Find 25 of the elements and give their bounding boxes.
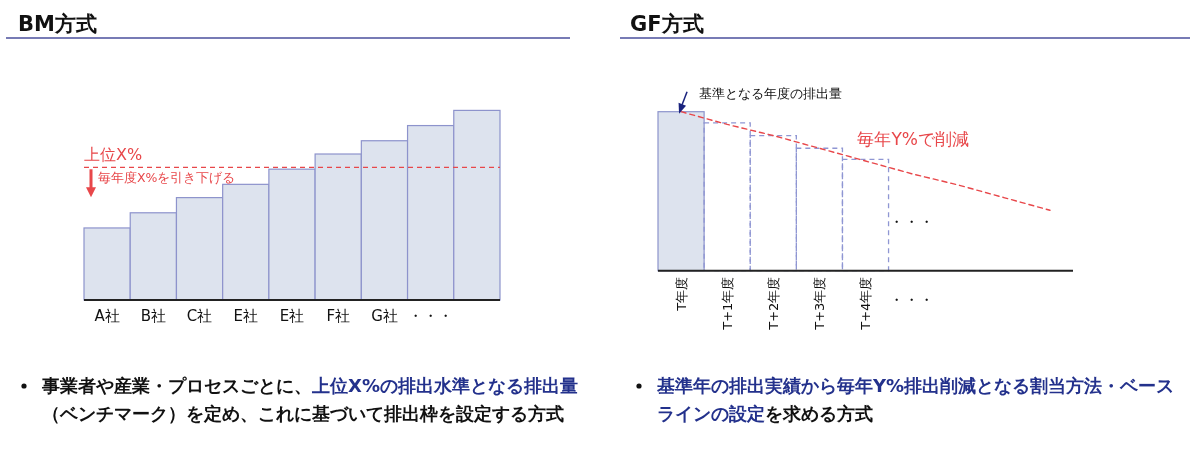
- text: 基準年の排出実績から毎年Y%排出削減となる割当方法・ベース: [656, 375, 1175, 396]
- ref-line-label: 上位X%: [84, 145, 143, 165]
- x-tick-label: T+3年度: [811, 276, 827, 331]
- x-tick-label: B社: [140, 307, 166, 325]
- x-tick-label: T+4年度: [858, 276, 873, 331]
- x-tick-label: A社: [94, 307, 120, 325]
- x-tick-label: T年度: [673, 276, 689, 312]
- annotation: 基準となる年度の排出量: [699, 85, 843, 101]
- text: 上位X%の排出水準となる排出量: [311, 375, 578, 396]
- text: 事業者や産業・プロセスごとに、: [41, 375, 312, 396]
- text: （ベンチマーク）を定め、これに基づいて排出枠を設定する方式: [42, 403, 564, 424]
- chart-title: BM方式: [18, 12, 97, 36]
- x-tick-label: F社: [326, 307, 351, 325]
- x-tick-label: T+2年度: [765, 276, 781, 331]
- text: を求める方式: [765, 403, 873, 424]
- chart-title: GF方式: [630, 12, 704, 36]
- x-tick-label: G社: [371, 307, 398, 325]
- x-tick-label: ・・・: [408, 307, 454, 325]
- x-tick-label: T+1年度: [719, 276, 735, 331]
- annotation: 毎年度X%を引き下げる: [98, 170, 236, 186]
- text: ラインの設定: [657, 403, 765, 424]
- series-label: 毎年Y%で削減: [857, 128, 969, 149]
- x-tick-label: C社: [186, 307, 213, 325]
- x-tick-label: E社: [233, 307, 259, 325]
- x-tick-label: E社: [279, 307, 305, 325]
